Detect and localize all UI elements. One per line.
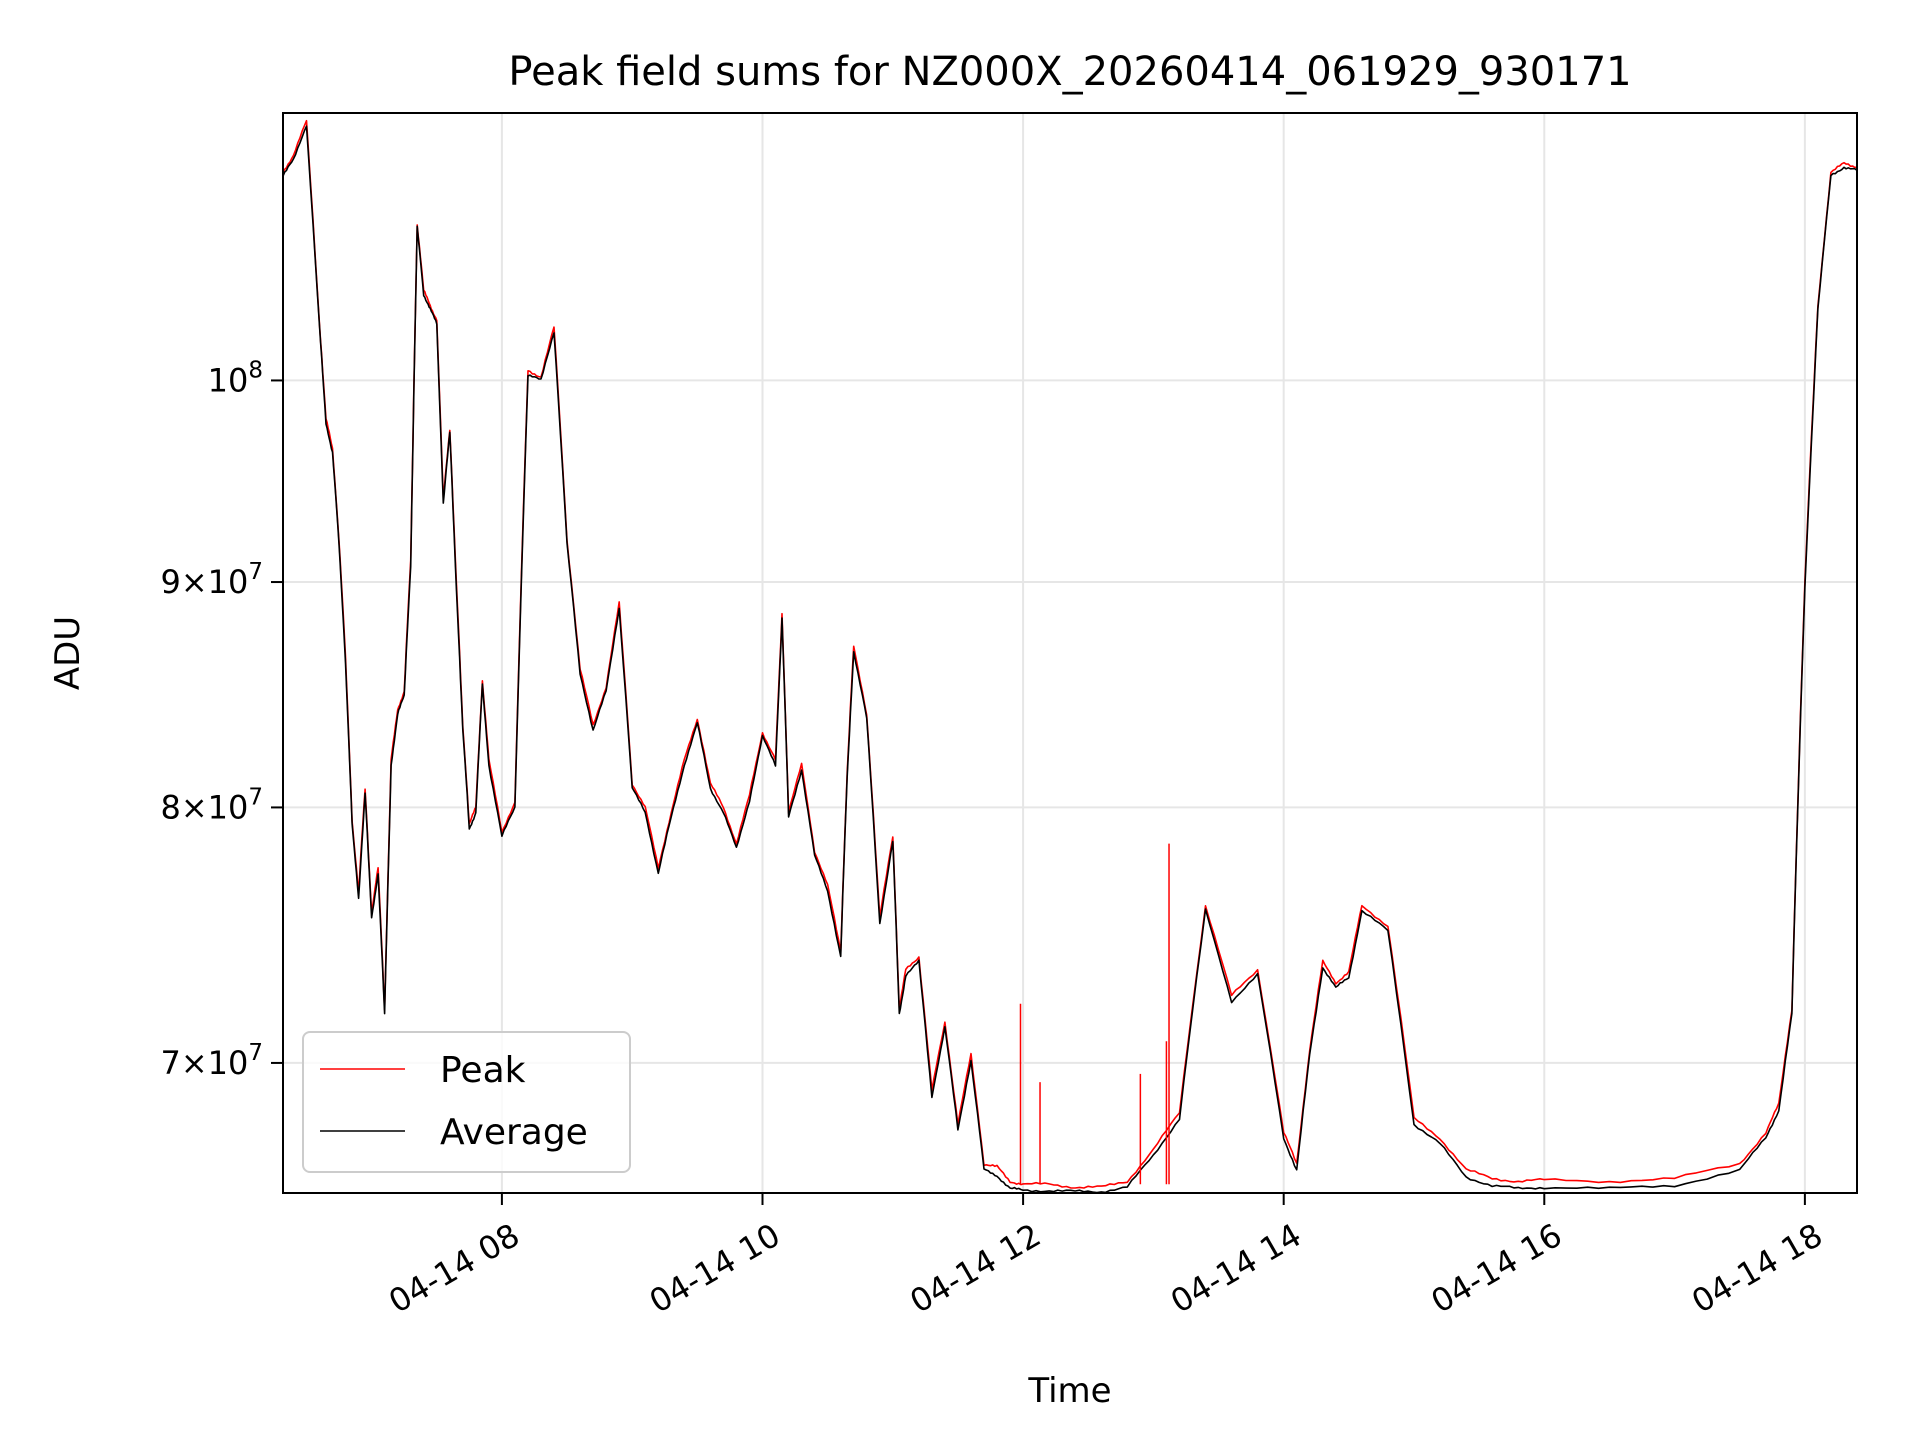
plot-area-frame [282, 112, 1858, 1194]
chart-title: Peak field sums for NZ000X_20260414_0619… [508, 49, 1631, 95]
series-line-average [283, 125, 1857, 1193]
legend-box [302, 1031, 631, 1173]
legend-label-average: Average [440, 1112, 588, 1153]
x-axis-label: Time [1027, 1371, 1111, 1411]
series-lines [283, 119, 1857, 1193]
legend-label-peak: Peak [440, 1050, 526, 1091]
y-tick-label-0: 7×107 [160, 1040, 263, 1082]
y-axis-label: ADU [48, 616, 88, 690]
legend: Peak Average [302, 1031, 631, 1173]
y-tick-label-1: 8×107 [160, 784, 263, 826]
y-tick-label-2: 9×107 [160, 559, 263, 601]
